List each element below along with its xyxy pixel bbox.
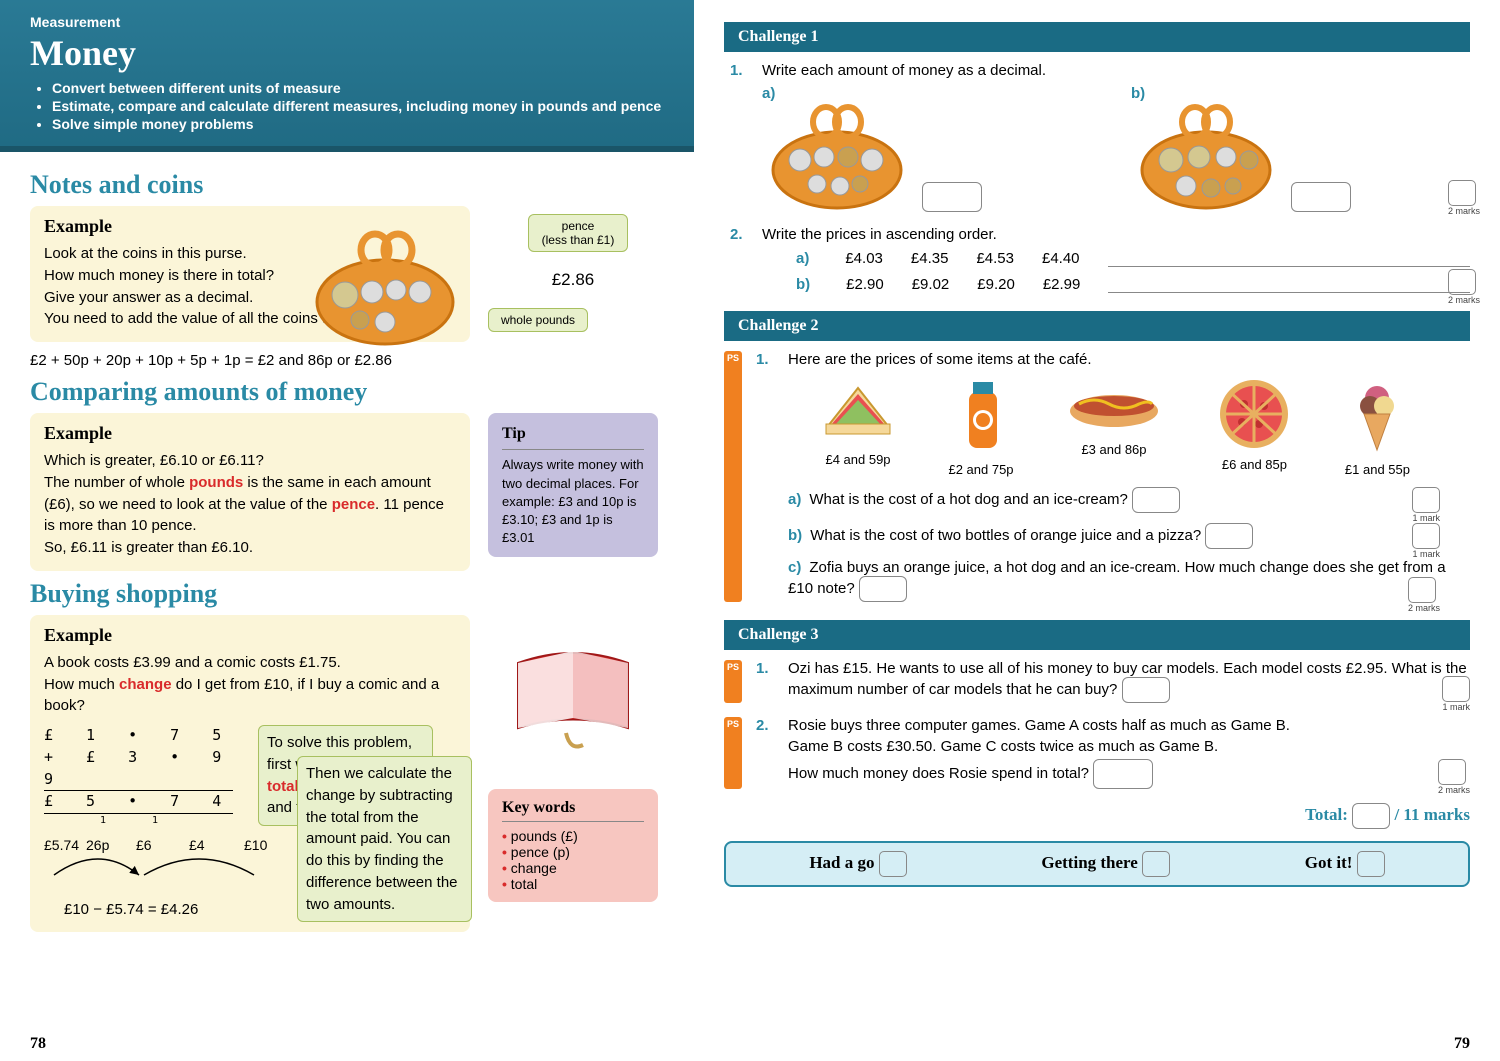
mark-box[interactable] [1448, 269, 1476, 295]
page-number-right: 79 [1454, 1035, 1470, 1053]
answer-c3q1[interactable] [1122, 677, 1170, 703]
example-1: Example Look at the coins in this purse.… [30, 206, 470, 342]
answer-c1q1b[interactable] [1291, 182, 1351, 212]
challenge-1-bar: Challenge 1 [724, 22, 1470, 52]
key-words: Key words pounds (£) pence (p) change to… [488, 789, 658, 902]
icecream-icon: £1 and 55p [1345, 376, 1410, 477]
c3-q1: PS1. Ozi has £15. He wants to use all of… [724, 650, 1500, 707]
had-a-go-box[interactable] [879, 851, 907, 877]
c1-q1: 1. Write each amount of money as a decim… [724, 52, 1500, 216]
column-addition: £ 1 • 7 5 + £ 3 • 9 9 £ 5 • 7 4 1 1 [44, 725, 244, 829]
eyebrow: Measurement [30, 14, 664, 30]
mark-box[interactable] [1448, 180, 1476, 206]
answer-c1q2b[interactable] [1108, 275, 1470, 293]
page-number-left: 78 [30, 1035, 46, 1053]
c2-q1: PS1. Here are the prices of some items a… [724, 341, 1500, 606]
purse-icon [310, 230, 460, 357]
answer-c2b[interactable] [1205, 523, 1253, 549]
got-it-box[interactable] [1357, 851, 1385, 877]
tip-box: Tip Always write money with two decimal … [488, 413, 658, 557]
header: Measurement Money Convert between differ… [0, 0, 694, 152]
example-2: Example Which is greater, £6.10 or £6.11… [30, 413, 470, 571]
answer-c1q2a[interactable] [1108, 249, 1470, 267]
answer-c2c[interactable] [859, 576, 907, 602]
page-title: Money [30, 32, 664, 74]
getting-there-box[interactable] [1142, 851, 1170, 877]
c3-q2: PS2. Rosie buys three computer games. Ga… [724, 707, 1500, 793]
challenge-2-bar: Challenge 2 [724, 311, 1470, 341]
self-assessment: Had a go Getting there Got it! [724, 841, 1470, 887]
purse-b-icon [1131, 102, 1281, 212]
purse-a-icon [762, 102, 912, 212]
c1-q2: 2. Write the prices in ascending order. … [724, 216, 1500, 297]
answer-c1q1a[interactable] [922, 182, 982, 212]
juice-icon: £2 and 75p [948, 376, 1013, 477]
pizza-icon: £6 and 85p [1214, 376, 1294, 477]
example-3: Example A book costs £3.99 and a comic c… [30, 615, 470, 933]
book-icon [488, 615, 658, 775]
section-notes-coins: Notes and coins [30, 170, 664, 200]
label-pence: pence(less than £1) [528, 214, 628, 252]
page-left: Measurement Money Convert between differ… [0, 0, 694, 1061]
note-change: Then we calculate the change by subtract… [297, 756, 472, 922]
total-marks: Total: / 11 marks [724, 803, 1500, 829]
objectives: Convert between different units of measu… [30, 80, 664, 132]
answer-c2a[interactable] [1132, 487, 1180, 513]
label-pounds: whole pounds [488, 308, 588, 332]
section-buying: Buying shopping [30, 579, 664, 609]
answer-c3q2[interactable] [1093, 759, 1153, 789]
section-comparing: Comparing amounts of money [30, 377, 664, 407]
sandwich-icon: £4 and 59p [818, 376, 898, 477]
example-total: £2.86 [488, 270, 658, 290]
hotdog-icon: £3 and 86p [1064, 376, 1164, 477]
page-right: Challenge 1 1. Write each amount of mone… [694, 0, 1500, 1061]
challenge-3-bar: Challenge 3 [724, 620, 1470, 650]
